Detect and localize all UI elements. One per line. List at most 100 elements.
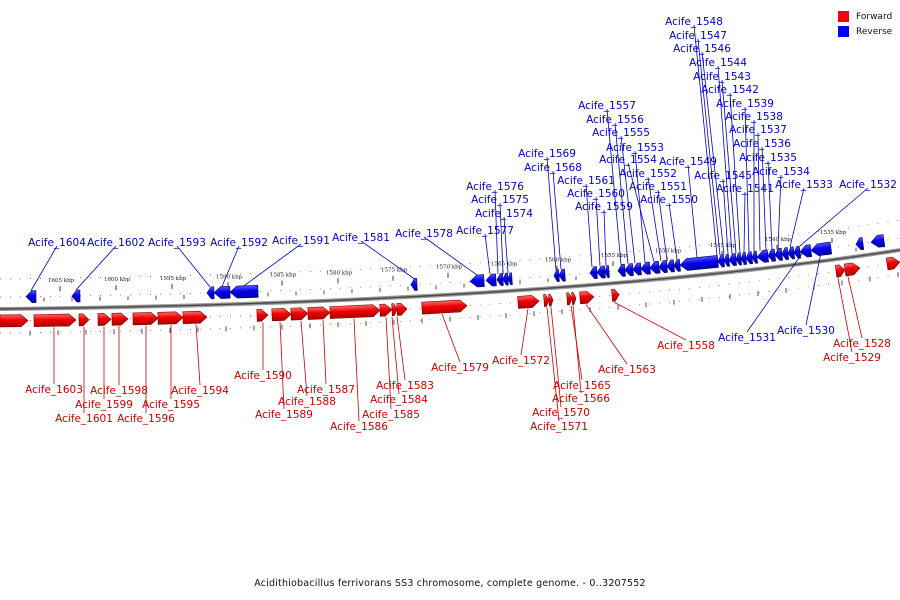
reverse-gene-arrow[interactable] bbox=[596, 265, 606, 279]
forward-gene-arrow[interactable] bbox=[379, 303, 393, 317]
reverse-gene-label[interactable]: Acife_1541 bbox=[716, 183, 774, 195]
reverse-gene-label[interactable]: Acife_1547 bbox=[669, 30, 727, 42]
reverse-gene-label[interactable]: Acife_1530 bbox=[777, 325, 835, 337]
reverse-gene-label[interactable]: Acife_1536 bbox=[733, 138, 791, 150]
reverse-gene-arrow[interactable] bbox=[767, 248, 777, 262]
reverse-gene-arrow[interactable] bbox=[810, 241, 833, 256]
forward-gene-label[interactable]: Acife_1599 bbox=[75, 399, 133, 411]
reverse-gene-arrow[interactable] bbox=[717, 254, 725, 268]
forward-gene-arrow[interactable] bbox=[256, 308, 269, 322]
reverse-gene-arrow[interactable] bbox=[604, 265, 610, 278]
forward-gene-label[interactable]: Acife_1584 bbox=[370, 394, 428, 406]
forward-gene-arrow[interactable] bbox=[391, 303, 398, 317]
reverse-gene-arrow[interactable] bbox=[649, 260, 660, 274]
reverse-gene-label[interactable]: Acife_1561 bbox=[557, 175, 615, 187]
reverse-gene-arrow[interactable] bbox=[679, 255, 719, 271]
reverse-gene-label[interactable]: Acife_1531 bbox=[718, 332, 776, 344]
forward-gene-arrow[interactable] bbox=[611, 288, 620, 302]
reverse-gene-arrow[interactable] bbox=[658, 260, 668, 274]
reverse-gene-label[interactable]: Acife_1551 bbox=[629, 181, 687, 193]
forward-gene-arrow[interactable] bbox=[307, 306, 331, 320]
forward-gene-label[interactable]: Acife_1589 bbox=[255, 409, 313, 421]
reverse-gene-label[interactable]: Acife_1543 bbox=[693, 71, 751, 83]
reverse-gene-label[interactable]: Acife_1553 bbox=[606, 142, 664, 154]
reverse-gene-label[interactable]: Acife_1533 bbox=[775, 179, 833, 191]
reverse-gene-label[interactable]: Acife_1560 bbox=[567, 188, 625, 200]
reverse-gene-label[interactable]: Acife_1557 bbox=[578, 100, 636, 112]
reverse-gene-arrow[interactable] bbox=[553, 269, 560, 282]
reverse-gene-label[interactable]: Acife_1539 bbox=[716, 98, 774, 110]
reverse-gene-arrow[interactable] bbox=[793, 245, 802, 259]
reverse-gene-arrow[interactable] bbox=[787, 246, 796, 260]
forward-gene-arrow[interactable] bbox=[0, 314, 29, 328]
legend-reverse[interactable]: Reverse bbox=[838, 24, 892, 39]
reverse-gene-label[interactable]: Acife_1577 bbox=[456, 225, 514, 237]
reverse-gene-label[interactable]: Acife_1532 bbox=[839, 179, 897, 191]
reverse-gene-arrow[interactable] bbox=[799, 244, 813, 258]
forward-gene-label[interactable]: Acife_1571 bbox=[530, 421, 588, 433]
reverse-gene-label[interactable]: Acife_1538 bbox=[725, 111, 783, 123]
reverse-gene-arrow[interactable] bbox=[624, 263, 634, 277]
reverse-gene-label[interactable]: Acife_1576 bbox=[466, 181, 524, 193]
reverse-gene-arrow[interactable] bbox=[740, 252, 747, 265]
reverse-gene-arrow[interactable] bbox=[666, 259, 675, 273]
reverse-gene-label[interactable]: Acife_1544 bbox=[689, 57, 747, 69]
forward-gene-label[interactable]: Acife_1558 bbox=[657, 340, 715, 352]
reverse-gene-label[interactable]: Acife_1546 bbox=[673, 43, 731, 55]
forward-gene-arrow[interactable] bbox=[543, 294, 550, 307]
reverse-gene-arrow[interactable] bbox=[735, 252, 742, 266]
forward-gene-label[interactable]: Acife_1595 bbox=[142, 399, 200, 411]
reverse-gene-label[interactable]: Acife_1593 bbox=[148, 237, 206, 249]
reverse-gene-arrow[interactable] bbox=[206, 286, 215, 300]
legend-forward[interactable]: Forward bbox=[838, 9, 892, 24]
forward-gene-label[interactable]: Acife_1596 bbox=[117, 413, 175, 425]
forward-gene-label[interactable]: Acife_1598 bbox=[90, 385, 148, 397]
reverse-gene-label[interactable]: Acife_1569 bbox=[518, 148, 576, 160]
reverse-gene-arrow[interactable] bbox=[502, 272, 509, 286]
reverse-gene-arrow[interactable] bbox=[589, 266, 598, 280]
reverse-gene-arrow[interactable] bbox=[496, 273, 504, 286]
forward-gene-label[interactable]: Acife_1572 bbox=[492, 355, 550, 367]
reverse-gene-label[interactable]: Acife_1574 bbox=[475, 208, 533, 220]
forward-gene-label[interactable]: Acife_1587 bbox=[297, 384, 355, 396]
forward-gene-arrow[interactable] bbox=[548, 293, 554, 307]
forward-gene-label[interactable]: Acife_1601 bbox=[55, 413, 113, 425]
forward-gene-label[interactable]: Acife_1588 bbox=[278, 396, 336, 408]
reverse-gene-label[interactable]: Acife_1542 bbox=[701, 84, 759, 96]
forward-gene-label[interactable]: Acife_1603 bbox=[25, 384, 83, 396]
forward-gene-label[interactable]: Acife_1586 bbox=[330, 421, 388, 433]
reverse-gene-label[interactable]: Acife_1554 bbox=[599, 154, 657, 166]
forward-gene-arrow[interactable] bbox=[329, 304, 381, 319]
reverse-gene-arrow[interactable] bbox=[507, 272, 513, 286]
reverse-gene-arrow[interactable] bbox=[781, 247, 790, 261]
reverse-gene-arrow[interactable] bbox=[640, 261, 651, 275]
reverse-gene-arrow[interactable] bbox=[617, 263, 626, 277]
reverse-gene-arrow[interactable] bbox=[728, 253, 737, 267]
forward-gene-label[interactable]: Acife_1529 bbox=[823, 352, 881, 364]
reverse-gene-label[interactable]: Acife_1575 bbox=[471, 194, 529, 206]
forward-gene-arrow[interactable] bbox=[78, 313, 90, 327]
reverse-gene-arrow[interactable] bbox=[870, 234, 886, 249]
reverse-gene-label[interactable]: Acife_1602 bbox=[87, 237, 145, 249]
reverse-gene-arrow[interactable] bbox=[229, 285, 259, 299]
reverse-gene-label[interactable]: Acife_1555 bbox=[592, 127, 650, 139]
reverse-gene-arrow[interactable] bbox=[774, 247, 784, 261]
forward-gene-arrow[interactable] bbox=[111, 312, 129, 326]
reverse-gene-arrow[interactable] bbox=[751, 250, 758, 264]
reverse-gene-arrow[interactable] bbox=[469, 274, 485, 288]
forward-gene-arrow[interactable] bbox=[132, 312, 159, 326]
reverse-gene-arrow[interactable] bbox=[71, 289, 81, 303]
forward-gene-arrow[interactable] bbox=[271, 308, 292, 322]
reverse-gene-arrow[interactable] bbox=[855, 237, 865, 251]
reverse-gene-label[interactable]: Acife_1578 bbox=[395, 228, 453, 240]
reverse-gene-label[interactable]: Acife_1535 bbox=[739, 152, 797, 164]
forward-gene-arrow[interactable] bbox=[834, 264, 846, 278]
reverse-gene-arrow[interactable] bbox=[632, 262, 642, 276]
reverse-gene-label[interactable]: Acife_1559 bbox=[575, 201, 633, 213]
forward-gene-label[interactable]: Acife_1579 bbox=[431, 362, 489, 374]
reverse-gene-label[interactable]: Acife_1534 bbox=[752, 166, 810, 178]
forward-gene-arrow[interactable] bbox=[843, 262, 861, 277]
reverse-gene-label[interactable]: Acife_1592 bbox=[210, 237, 268, 249]
reverse-gene-label[interactable]: Acife_1537 bbox=[729, 124, 787, 136]
forward-gene-arrow[interactable] bbox=[290, 307, 309, 321]
